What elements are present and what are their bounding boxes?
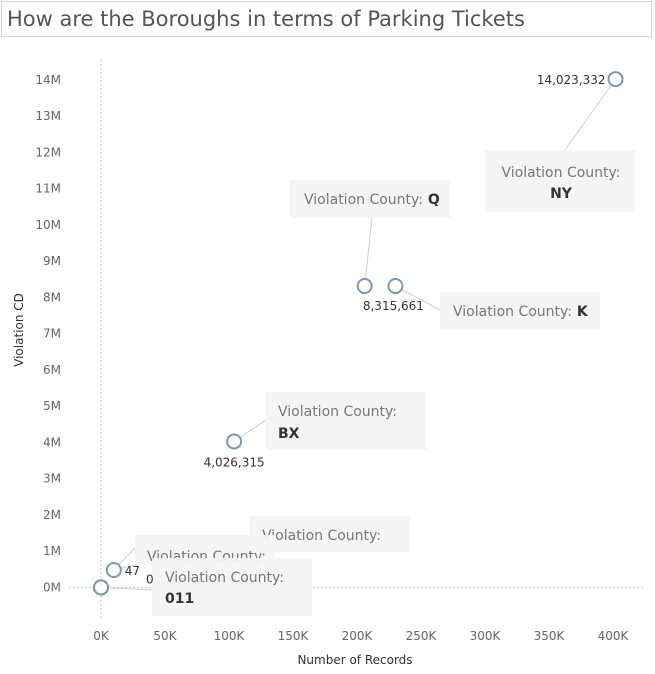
x-tick-label: 250K [406, 629, 438, 643]
tooltip-key: Violation County: [262, 528, 381, 544]
data-point [105, 561, 122, 578]
y-tick-label: 9M [43, 254, 61, 268]
y-tick-label: 4M [43, 435, 61, 449]
y-tick-label: 10M [35, 218, 61, 232]
tooltip-value: K [572, 304, 589, 320]
x-tick-label: 150K [278, 629, 310, 643]
data-point [93, 579, 109, 596]
y-tick-label: 7M [43, 327, 61, 341]
tooltip-box [440, 292, 600, 330]
tooltip-value: BX [278, 426, 300, 442]
y-tick-label: 5M [43, 399, 61, 413]
tooltip-value: 011 [165, 591, 194, 607]
x-tick-label: 200K [342, 629, 374, 643]
data-point [356, 277, 373, 294]
tooltip-leader-line [395, 285, 441, 311]
x-tick-label: 300K [470, 629, 502, 643]
tooltip-key: Violation County: [278, 404, 397, 420]
y-tick-label: 2M [43, 508, 61, 522]
tooltip-key: Violation County: [453, 304, 572, 320]
data-point [607, 71, 624, 88]
value-labels-layer: 14,023,332 8,315,661 4,026,315 47 0 [125, 73, 606, 586]
y-tick-label: 12M [35, 145, 61, 159]
data-value-label: 0 [146, 572, 154, 586]
data-value-label: 8,315,661 [363, 299, 424, 313]
tooltip-box [152, 558, 312, 616]
chart-title: How are the Boroughs in terms of Parking… [7, 7, 525, 31]
tooltip-text: Violation County: K [453, 304, 589, 320]
tooltip-box [290, 180, 450, 218]
data-points-layer [93, 71, 624, 596]
y-tick-label: 11M [35, 182, 61, 196]
tooltip-key: Violation County: [304, 192, 423, 208]
tooltip-text: Violation County: Q [304, 192, 440, 208]
x-tick-label: 350K [534, 629, 566, 643]
data-point [226, 433, 243, 450]
x-axis-title: Number of Records [297, 653, 412, 667]
data-value-label: 14,023,332 [537, 73, 606, 87]
tooltip-leader-line [100, 586, 153, 591]
y-tick-label: 1M [43, 544, 61, 558]
tooltip-value: NY [550, 186, 573, 202]
tooltip-box [250, 516, 410, 552]
tooltip-leader-line [564, 78, 616, 151]
y-tick-label: 14M [35, 73, 61, 87]
tooltip-box [485, 150, 635, 212]
tooltip-box [266, 392, 426, 450]
y-tick-label: 0M [43, 580, 61, 594]
tooltip-value: Q [423, 192, 440, 208]
x-tick-label: 50K [153, 629, 177, 643]
y-tick-label: 8M [43, 290, 61, 304]
data-value-label: 4,026,315 [204, 455, 265, 469]
tooltip-text: Violation County: [262, 528, 381, 544]
y-axis-title: Violation CD [12, 293, 26, 367]
data-value-label: 47 [125, 564, 140, 578]
x-tick-label: 0K [93, 629, 110, 643]
y-tick-label: 3M [43, 472, 61, 486]
tooltip-key: Violation County: [165, 570, 284, 586]
tooltip-leader-line [364, 217, 373, 287]
y-tick-label: 13M [35, 109, 61, 123]
tooltip-key: Violation County: [501, 165, 620, 181]
x-tick-label: 100K [214, 629, 246, 643]
x-tick-label: 400K [598, 629, 630, 643]
data-point [387, 277, 404, 294]
y-tick-label: 6M [43, 363, 61, 377]
chart-title-box: How are the Boroughs in terms of Parking… [1, 1, 652, 37]
